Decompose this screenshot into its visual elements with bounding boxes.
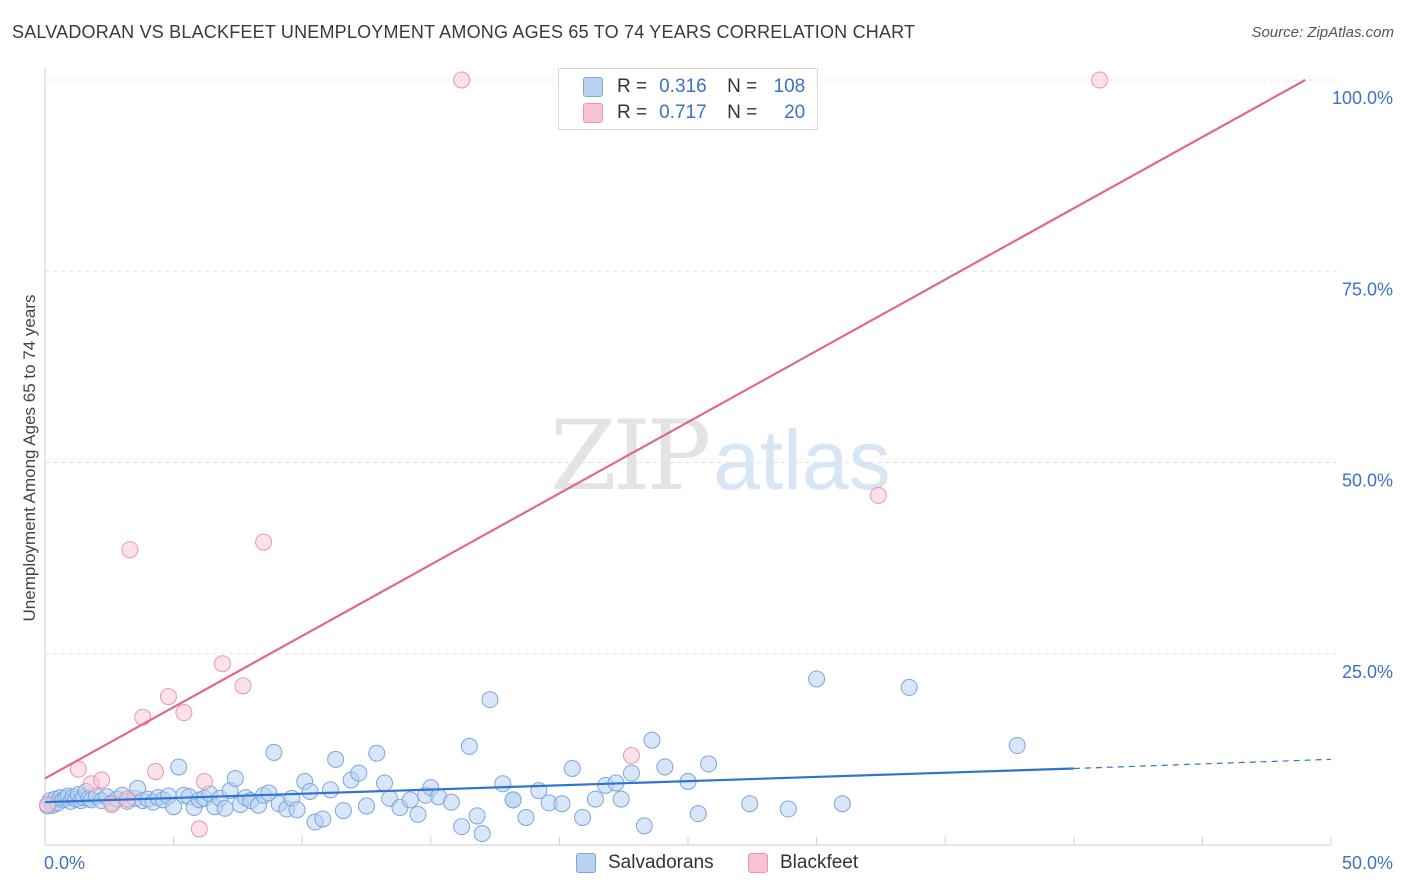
- blackfeet-trendline: [44, 79, 1306, 780]
- legend-swatch-blackfeet: [748, 853, 768, 873]
- salvadoran-point: [504, 791, 522, 809]
- salvadoran-point: [368, 744, 386, 762]
- salvadoran-point: [553, 795, 571, 813]
- salvadoran-point: [216, 799, 234, 817]
- chart-source: Source: ZipAtlas.com: [1251, 24, 1394, 41]
- salvadoran-point: [468, 807, 486, 825]
- chart-title: SALVADORAN VS BLACKFEET UNEMPLOYMENT AMO…: [12, 22, 916, 42]
- blackfeet-point: [1091, 71, 1109, 89]
- blackfeet-point: [175, 704, 193, 722]
- salvadoran-point: [453, 818, 471, 836]
- x-tick-label: 50.0%: [1342, 853, 1393, 873]
- blackfeet-point: [234, 677, 252, 695]
- salvadoran-point: [288, 801, 306, 819]
- blackfeet-point: [255, 533, 273, 551]
- blackfeet-point: [453, 71, 471, 89]
- legend-r-label: R =: [617, 76, 648, 97]
- legend-swatch-blackfeet: [583, 103, 603, 123]
- y-tick-label: 75.0%: [1342, 279, 1393, 299]
- salvadoran-point: [586, 790, 604, 808]
- salvadoran-point: [314, 810, 332, 828]
- salvadoran-point: [900, 678, 918, 696]
- blackfeet-point: [69, 760, 87, 778]
- salvadoran-point: [321, 781, 339, 799]
- y-tick-label: 50.0%: [1342, 471, 1393, 491]
- salvadoran-point: [442, 793, 460, 811]
- blackfeet-point: [190, 820, 208, 838]
- legend-n-label: N =: [727, 102, 758, 123]
- salvadoran-point: [563, 760, 581, 777]
- salvadoran-point: [460, 737, 478, 755]
- blackfeet-point: [195, 773, 213, 791]
- blackfeet-point: [869, 486, 887, 504]
- blackfeet-point: [213, 655, 231, 673]
- blackfeet-point: [159, 688, 177, 706]
- salvadoran-point: [779, 800, 797, 818]
- salvadoran-point: [689, 805, 707, 823]
- legend-label-blackfeet: Blackfeet: [780, 852, 859, 873]
- correlation-legend: R = 0.316 N = 108 R = 0.717 N = 20: [558, 68, 818, 130]
- legend-item-blackfeet[interactable]: Blackfeet: [748, 852, 858, 874]
- salvadoran-point: [635, 817, 653, 835]
- salvadoran-point: [574, 808, 592, 826]
- salvadoran-point: [741, 795, 759, 813]
- salvadoran-point: [376, 774, 394, 792]
- salvadoran-point: [350, 764, 368, 782]
- salvadoran-point: [833, 795, 851, 813]
- salvadoran-point: [1008, 737, 1026, 755]
- salvadoran-point: [517, 808, 535, 826]
- salvadoran-point: [334, 802, 352, 820]
- salvadoran-point: [401, 791, 419, 809]
- legend-r-label: R =: [617, 102, 648, 123]
- salvadoran-point: [260, 784, 278, 802]
- salvadoran-point: [358, 797, 375, 815]
- salvadoran-point: [301, 782, 319, 800]
- legend-row-salvadorans: R = 0.316 N = 108: [583, 75, 805, 99]
- legend-r-value: 0.316: [659, 76, 707, 97]
- legend-n-value: 20: [784, 102, 806, 123]
- legend-item-salvadorans[interactable]: Salvadorans: [576, 852, 714, 874]
- salvadoran-point: [226, 769, 244, 787]
- legend-r-value: 0.717: [659, 102, 707, 123]
- salvadoran-point: [481, 691, 499, 709]
- salvadoran-trendline-extension: [1073, 758, 1332, 770]
- x-tick-label: 0.0%: [44, 853, 85, 873]
- salvadoran-point: [409, 805, 427, 823]
- salvadoran-point: [643, 731, 661, 749]
- salvadoran-point: [170, 758, 188, 776]
- legend-swatch-salvadorans: [583, 77, 603, 97]
- y-tick-label: 25.0%: [1342, 662, 1393, 682]
- legend-row-blackfeet: R = 0.717 N = 20: [583, 101, 805, 125]
- legend-n-label: N =: [727, 76, 758, 97]
- salvadoran-point: [808, 670, 826, 688]
- salvadoran-point: [473, 825, 491, 843]
- blackfeet-point: [39, 795, 57, 813]
- salvadoran-trendline: [44, 767, 1074, 804]
- salvadoran-point: [494, 775, 512, 793]
- salvadoran-point: [265, 743, 283, 761]
- legend-label-salvadorans: Salvadorans: [608, 852, 714, 873]
- salvadoran-point: [700, 755, 718, 773]
- salvadoran-point: [622, 764, 640, 782]
- blackfeet-point: [147, 763, 165, 781]
- y-axis-label: Unemployment Among Ages 65 to 74 years: [20, 294, 39, 622]
- blackfeet-point: [134, 708, 152, 726]
- blackfeet-point: [93, 771, 111, 789]
- y-tick-label: 100.0%: [1332, 88, 1393, 108]
- salvadoran-point: [327, 750, 345, 768]
- legend-n-value: 108: [773, 76, 806, 97]
- salvadoran-point: [612, 790, 630, 808]
- legend-swatch-salvadorans: [576, 853, 596, 873]
- blackfeet-point: [121, 541, 139, 559]
- blackfeet-point: [622, 746, 640, 764]
- series-legend: Salvadorans Blackfeet: [0, 852, 1406, 878]
- salvadoran-point: [656, 758, 674, 776]
